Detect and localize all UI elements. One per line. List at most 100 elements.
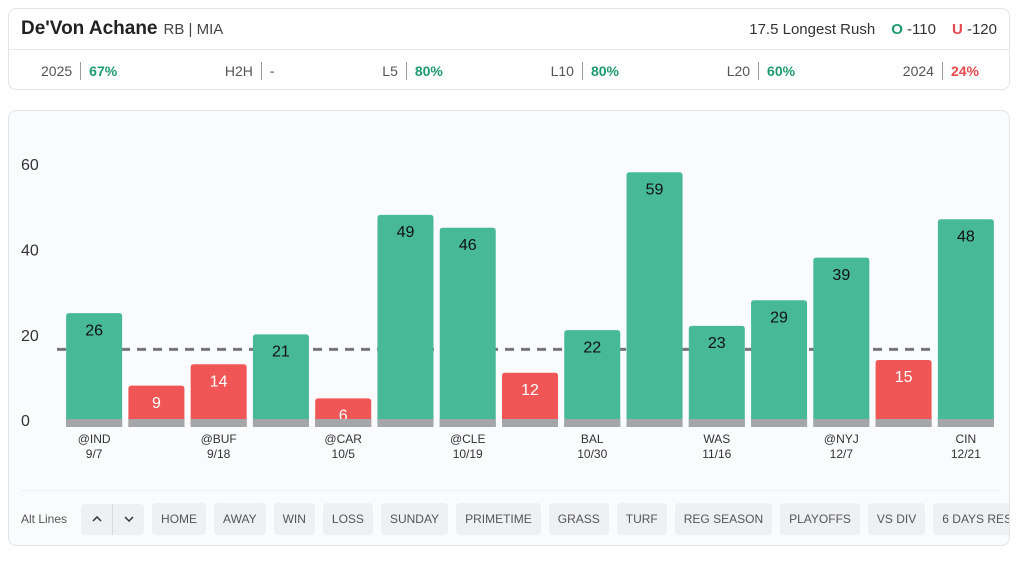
stat-value: 80% bbox=[590, 62, 619, 79]
value-label: 15 bbox=[895, 369, 913, 386]
value-label: 6 bbox=[339, 408, 348, 425]
position: RB | MIA bbox=[163, 20, 224, 38]
stat-value: 67% bbox=[89, 62, 118, 79]
value-label: 46 bbox=[459, 237, 477, 254]
stat: 2025 67% bbox=[41, 61, 118, 80]
stat: L5 80% bbox=[382, 61, 443, 80]
bar-base bbox=[252, 419, 309, 427]
bar bbox=[626, 172, 683, 427]
bar bbox=[813, 257, 870, 427]
bar bbox=[252, 334, 309, 427]
bar bbox=[439, 227, 496, 427]
alt-line-buttons bbox=[81, 503, 145, 535]
x-tick-date: 12/21 bbox=[951, 447, 981, 461]
stat-label: L10 bbox=[550, 62, 574, 79]
player-name: De'Von Achane bbox=[21, 18, 158, 39]
x-tick-date: 12/7 bbox=[830, 447, 854, 461]
stat-value: - bbox=[269, 62, 275, 79]
stat-label: L5 bbox=[382, 62, 398, 79]
value-label: 22 bbox=[583, 339, 601, 356]
alt-lines-label: Alt Lines bbox=[21, 512, 68, 526]
value-label: 26 bbox=[85, 322, 103, 339]
filter-chip[interactable]: TURF bbox=[616, 503, 667, 535]
bar-base bbox=[937, 419, 994, 427]
x-tick-label: @IND bbox=[78, 432, 111, 446]
chevron-up bbox=[92, 516, 102, 522]
over-odds: -110 bbox=[907, 20, 936, 38]
stat-label: H2H bbox=[224, 62, 253, 79]
bar-base bbox=[128, 419, 185, 427]
alt-line-down[interactable] bbox=[112, 503, 144, 535]
filter-chip[interactable]: PLAYOFFS bbox=[780, 503, 860, 535]
bar-base bbox=[875, 419, 932, 427]
x-tick-label: @BUF bbox=[201, 432, 237, 446]
over: O -110 bbox=[891, 21, 936, 38]
stat: H2H - bbox=[224, 61, 275, 80]
stat: L10 80% bbox=[550, 61, 619, 80]
x-tick-date: 11/16 bbox=[702, 447, 731, 461]
x-tick-date: 10/19 bbox=[453, 447, 483, 461]
bar bbox=[751, 300, 808, 427]
x-tick-date: 9/18 bbox=[207, 447, 231, 461]
filter-chip[interactable]: PRIMETIME bbox=[456, 503, 541, 535]
filter-chip[interactable]: 6 DAYS REST bbox=[933, 503, 1009, 535]
bar-base bbox=[626, 419, 683, 427]
line: 17.5 Longest Rush bbox=[749, 21, 875, 38]
value-label: 23 bbox=[708, 335, 726, 352]
bar-base bbox=[315, 419, 372, 427]
stat: L20 60% bbox=[727, 61, 795, 80]
bar bbox=[190, 364, 247, 427]
bar-base bbox=[190, 419, 247, 427]
value-label: 14 bbox=[210, 373, 228, 390]
x-tick-label: @CLE bbox=[450, 432, 486, 446]
filter-chip[interactable]: SUNDAY bbox=[380, 503, 449, 535]
stat-divider bbox=[941, 61, 943, 80]
prop-line: 17.5 Longest Rush O -110 U -120 bbox=[749, 21, 997, 38]
bar-base bbox=[813, 419, 870, 427]
alt-line-up[interactable] bbox=[81, 504, 112, 535]
under: U -120 bbox=[952, 21, 997, 38]
value-label: 9 bbox=[152, 395, 161, 412]
filter-chip[interactable]: WIN bbox=[273, 503, 315, 535]
bar bbox=[66, 313, 123, 427]
y-tick-label: 20 bbox=[21, 328, 39, 345]
stat-label: 2025 bbox=[41, 62, 73, 79]
value-label: 49 bbox=[397, 224, 415, 241]
value-label: 21 bbox=[272, 344, 290, 361]
stat-divider bbox=[405, 61, 407, 80]
filter-chip[interactable]: LOSS bbox=[322, 503, 373, 535]
chart-card: 0 20 40 60 @IND 9/7 @BUF 9/18 @CAR 10/5 @CLE 10/19 B… bbox=[8, 110, 1010, 546]
y-tick-label: 0 bbox=[21, 413, 30, 430]
y-tick-label: 40 bbox=[21, 243, 39, 260]
bar bbox=[875, 360, 932, 427]
value-label: 29 bbox=[770, 309, 788, 326]
x-tick-label: @CAR bbox=[324, 432, 362, 446]
x-tick-label: @NYJ bbox=[824, 432, 859, 446]
filter-bar: Alt Lines HOME AWAY WIN LOSS SUNDAY PRIMETIME… bbox=[21, 503, 1009, 535]
filter-chip[interactable]: VS DIV bbox=[867, 503, 926, 535]
value-label: 59 bbox=[646, 181, 664, 198]
filter-chip[interactable]: REG SEASON bbox=[674, 503, 773, 535]
line-value: 17.5 bbox=[749, 20, 779, 38]
bar bbox=[564, 330, 621, 427]
filter-chip[interactable]: AWAY bbox=[214, 503, 266, 535]
y-tick-label: 60 bbox=[21, 157, 39, 174]
filter-chip[interactable]: GRASS bbox=[548, 503, 609, 535]
value-label: 39 bbox=[832, 267, 850, 284]
under-odds: -120 bbox=[966, 20, 997, 38]
bar bbox=[377, 214, 434, 427]
stats-row: 2025 67% H2H - L5 80% L10 80% L20 60% 2024 24% bbox=[9, 50, 1009, 91]
stat-label: 2024 bbox=[902, 62, 934, 79]
header-card: De'Von Achane RB | MIA 17.5 Longest Rush… bbox=[8, 8, 1010, 90]
over-label: O bbox=[891, 20, 903, 38]
filter-chip[interactable]: HOME bbox=[152, 503, 207, 535]
bar bbox=[128, 385, 185, 427]
x-tick-label: WAS bbox=[703, 432, 730, 446]
stat-value: 80% bbox=[414, 62, 443, 79]
bar-base bbox=[66, 419, 123, 427]
x-tick-label: CIN bbox=[956, 432, 977, 446]
market: Longest Rush bbox=[782, 20, 876, 38]
header-row: De'Von Achane RB | MIA 17.5 Longest Rush… bbox=[9, 9, 1009, 50]
